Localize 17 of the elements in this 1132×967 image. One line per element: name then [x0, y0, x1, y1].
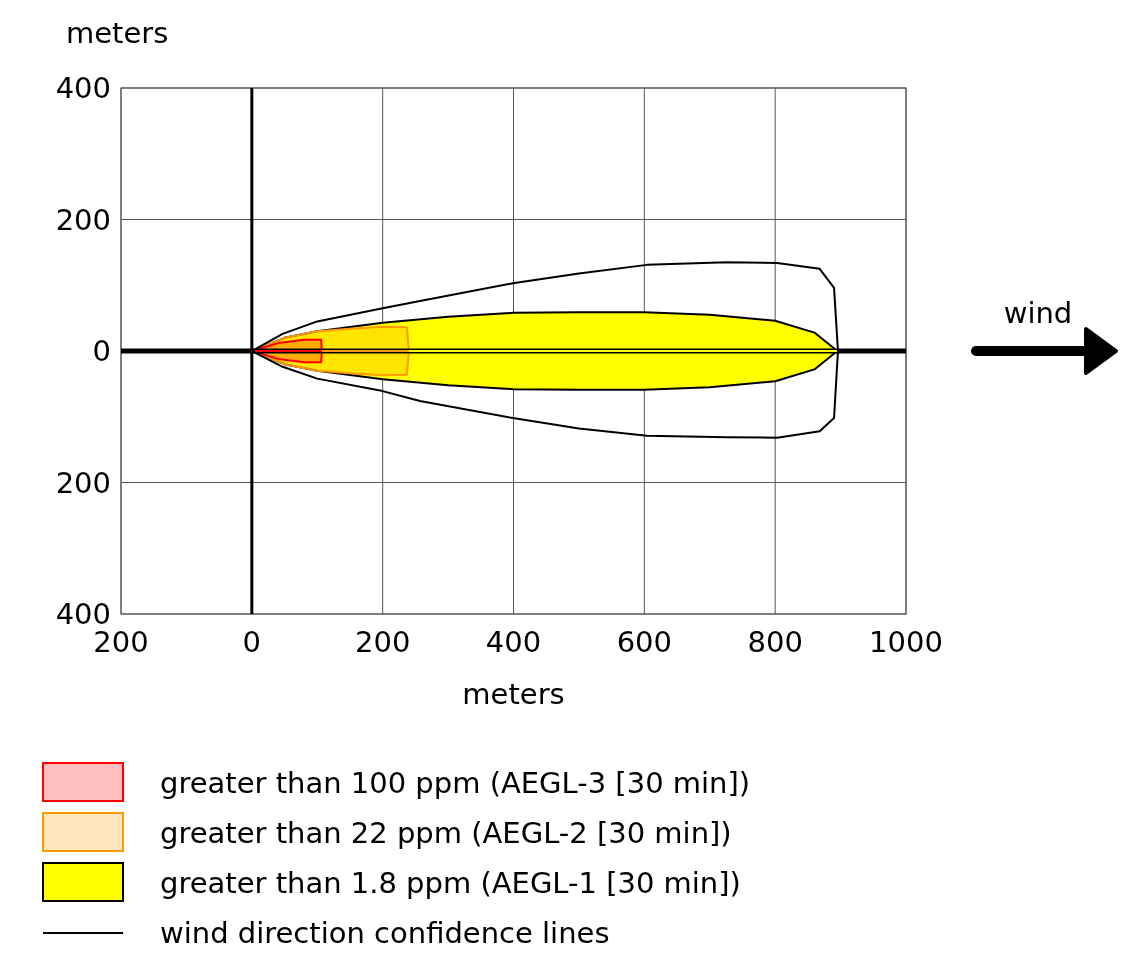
y-tick-label: 200 — [55, 202, 111, 237]
text: wind — [1003, 296, 1073, 330]
x-tick-label: 600 — [616, 625, 673, 659]
y-tick-label: 400 — [55, 71, 111, 105]
x-axis-title: meters — [462, 677, 565, 711]
x-tick-label: 800 — [747, 625, 803, 659]
x-tick-label: 0 — [242, 625, 262, 659]
y-tick-label: 200 — [55, 465, 111, 500]
legend-label: greater than 1.8 ppm (AEGL-1 [30 min]) — [160, 866, 741, 900]
legend-label: greater than 22 ppm (AEGL-2 [30 min]) — [160, 816, 732, 850]
x-tick-label: 1000 — [869, 625, 943, 659]
y-tick-label: 0 — [92, 334, 111, 368]
legend-label: greater than 100 ppm (AEGL-3 [30 min]) — [160, 766, 751, 800]
x-tick-label: 400 — [485, 625, 542, 659]
text: wind direction confidence lines — [160, 916, 610, 950]
x-tick-label: 200 — [354, 625, 411, 659]
y-axis-title: meters — [66, 16, 169, 50]
